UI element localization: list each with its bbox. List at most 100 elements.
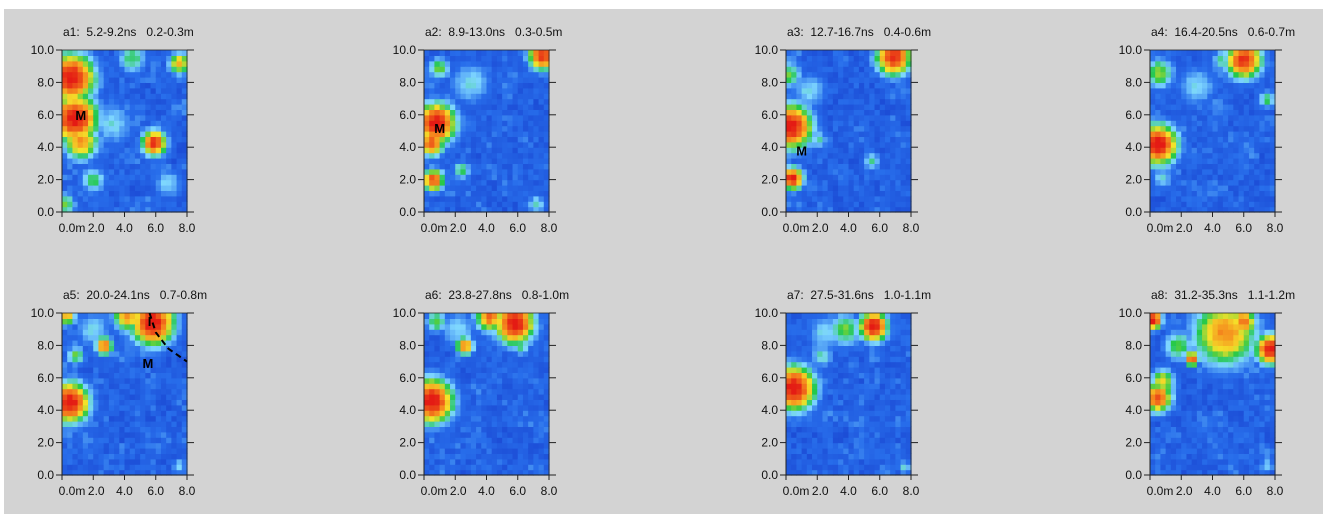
heatmap-cell	[806, 195, 813, 202]
heatmap-cell	[879, 206, 886, 213]
heatmap-cell	[77, 356, 84, 363]
heatmap-cell	[455, 377, 462, 384]
heatmap-cell	[796, 93, 803, 100]
heatmap-cell	[108, 131, 115, 137]
heatmap-cell	[434, 104, 441, 110]
heatmap-cell	[476, 109, 482, 116]
heatmap-cell	[1222, 114, 1229, 121]
heatmap-cell	[140, 104, 146, 110]
heatmap-cell	[874, 179, 881, 186]
heatmap-cell	[895, 66, 902, 73]
heatmap-cell	[848, 448, 855, 454]
heatmap-cell	[450, 399, 456, 406]
heatmap-cell	[522, 131, 529, 137]
heatmap-cell	[848, 190, 855, 197]
heatmap-cell	[72, 394, 79, 400]
heatmap-cell	[528, 404, 534, 411]
heatmap-cell	[786, 448, 792, 454]
heatmap-cell	[791, 104, 798, 110]
heatmap-cell	[481, 388, 488, 395]
heatmap-cell	[843, 356, 850, 363]
heatmap-cell	[522, 458, 529, 465]
heatmap-cell	[1243, 147, 1250, 154]
heatmap-cell	[1269, 168, 1276, 175]
heatmap-cell	[98, 152, 105, 159]
heatmap-cell	[874, 50, 881, 56]
heatmap-cell	[1264, 174, 1271, 181]
heatmap-cell	[176, 120, 183, 127]
heatmap-cell	[491, 141, 498, 148]
heatmap-cell	[155, 50, 162, 56]
heatmap-cell	[1186, 120, 1193, 127]
heatmap-cell	[62, 345, 68, 352]
heatmap-cell	[496, 158, 503, 164]
heatmap-cell	[512, 152, 519, 159]
heatmap-cell	[439, 66, 446, 73]
heatmap-cell	[460, 174, 467, 181]
heatmap-cell	[528, 195, 534, 202]
heatmap-cell	[848, 109, 855, 116]
heatmap-cell	[796, 158, 803, 164]
heatmap-cell	[812, 431, 818, 438]
heatmap-cell	[900, 60, 907, 67]
heatmap-cell	[429, 437, 436, 444]
heatmap-cell	[1269, 195, 1276, 202]
heatmap-cell	[444, 185, 451, 191]
heatmap-cell	[145, 201, 152, 208]
heatmap-cell	[812, 410, 818, 417]
heatmap-cell	[476, 329, 482, 336]
heatmap-cell	[444, 93, 451, 100]
heatmap-cell	[424, 87, 430, 94]
heatmap-cell	[476, 399, 482, 406]
heatmap-cell	[1238, 114, 1245, 121]
heatmap-cell	[832, 109, 839, 116]
heatmap-cell	[67, 152, 74, 159]
heatmap-cell	[67, 421, 74, 427]
heatmap-cell	[786, 458, 792, 465]
heatmap-cell	[827, 383, 834, 390]
heatmap-cell	[491, 345, 498, 352]
heatmap-cell	[181, 329, 188, 336]
heatmap-cell	[72, 136, 79, 143]
heatmap-cell	[843, 323, 850, 330]
heatmap-cell	[145, 50, 152, 56]
heatmap-cell	[796, 109, 803, 116]
heatmap-cell	[533, 323, 540, 330]
heatmap-cell	[77, 388, 84, 395]
heatmap-cell	[517, 421, 524, 427]
heatmap-cell	[134, 206, 141, 213]
heatmap-cell	[439, 350, 446, 357]
heatmap-cell	[150, 104, 157, 110]
heatmap-cell	[486, 404, 493, 411]
heatmap-cell	[502, 141, 508, 148]
heatmap-cell	[460, 464, 467, 471]
heatmap-cell	[434, 350, 441, 357]
heatmap-cell	[1254, 141, 1260, 148]
heatmap-cell	[171, 437, 178, 444]
heatmap-cell	[450, 98, 456, 105]
heatmap-cell	[72, 437, 79, 444]
heatmap-cell	[476, 136, 482, 143]
heatmap-cell	[1212, 98, 1219, 105]
heatmap-cell	[502, 185, 508, 191]
heatmap-cell	[853, 453, 860, 460]
heatmap-cell	[507, 431, 514, 438]
heatmap-cell	[114, 120, 120, 127]
heatmap-cell	[424, 394, 430, 400]
heatmap-cell	[444, 313, 451, 319]
heatmap-cell	[796, 415, 803, 422]
heatmap-cell	[72, 329, 79, 336]
heatmap-cell	[108, 367, 115, 373]
heatmap-cell	[801, 431, 808, 438]
heatmap-cell	[134, 147, 141, 154]
heatmap-field	[62, 50, 188, 213]
heatmap-cell	[166, 388, 172, 395]
heatmap-cell	[812, 104, 818, 110]
heatmap-cell	[858, 60, 865, 67]
heatmap-cell	[82, 136, 89, 143]
heatmap-cell	[67, 442, 74, 449]
heatmap-cell	[1170, 125, 1177, 132]
heatmap-cell	[1196, 201, 1203, 208]
heatmap-cell	[812, 453, 818, 460]
heatmap-cell	[140, 442, 146, 449]
